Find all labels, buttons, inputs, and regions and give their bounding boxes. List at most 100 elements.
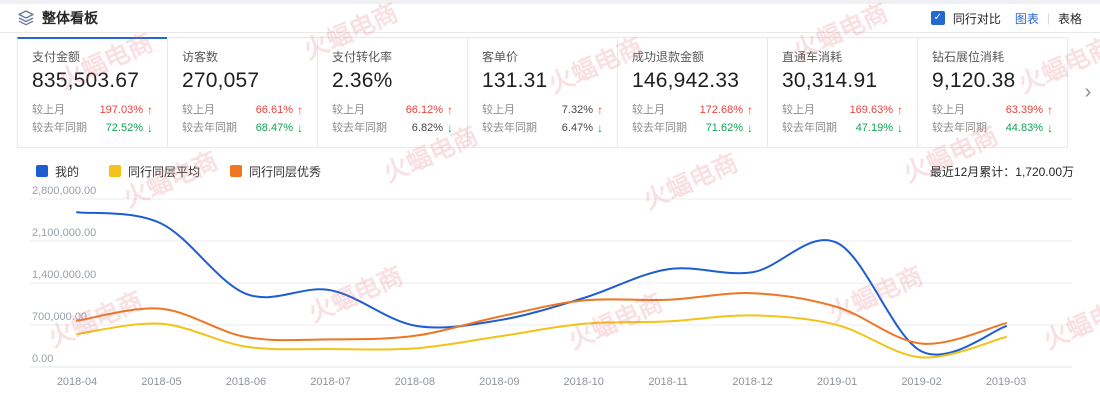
legend-marker-peer-excellent: [230, 165, 243, 177]
svg-text:2018-08: 2018-08: [395, 376, 435, 388]
metric-card-visitors[interactable]: 访客数 270,057 较上月 66.61% ↑ 较去年同期 68.47% ↓: [167, 37, 318, 148]
view-toggle-chart[interactable]: 图表: [1014, 11, 1039, 26]
yoy-label: 较去年同期: [782, 122, 837, 134]
yoy-value: 68.47%: [255, 122, 293, 134]
svg-text:2018-04: 2018-04: [57, 376, 97, 388]
svg-text:2018-12: 2018-12: [732, 376, 772, 388]
yoy-label: 较去年同期: [332, 122, 387, 134]
svg-text:2,100,000.00: 2,100,000.00: [32, 227, 96, 239]
up-arrow-icon: ↑: [897, 103, 903, 117]
yoy-value: 6.47%: [561, 122, 593, 134]
yoy-value: 71.62%: [705, 122, 743, 134]
header-controls: ✓ 同行对比 图表 | 表格: [930, 10, 1082, 27]
metric-value: 9,120.38: [932, 69, 1016, 92]
up-arrow-icon: ↑: [1047, 103, 1053, 117]
yoy-label: 较去年同期: [932, 122, 987, 134]
twelve-month-total: 最近12月累计：1,720.00万: [930, 163, 1074, 180]
down-arrow-icon: ↓: [897, 121, 903, 135]
metric-title: 访客数: [182, 50, 219, 64]
metric-card-avg-order-value[interactable]: 客单价 131.31 较上月 7.32% ↑ 较去年同期 6.47% ↓: [467, 37, 618, 148]
chart-legend: 我的 同行同层平均 同行同层优秀: [36, 163, 321, 180]
dashboard-header: 整体看板 ✓ 同行对比 图表 | 表格: [0, 4, 1100, 33]
up-arrow-icon: ↑: [297, 103, 303, 117]
yoy-value: 72.52%: [105, 122, 143, 134]
svg-text:2018-07: 2018-07: [310, 376, 350, 388]
svg-text:1,400,000.00: 1,400,000.00: [32, 269, 96, 281]
yoy-label: 较去年同期: [32, 122, 87, 134]
twelve-month-total-value: 1,720.00万: [1015, 164, 1074, 179]
metric-card-ztc-spend[interactable]: 直通车消耗 30,314.91 较上月 169.63% ↑ 较去年同期 47.1…: [767, 37, 918, 148]
metric-title: 客单价: [482, 50, 519, 64]
down-arrow-icon: ↓: [597, 121, 603, 135]
legend-item-peer-excellent[interactable]: 同行同层优秀: [230, 163, 321, 180]
metric-title: 直通车消耗: [782, 50, 843, 64]
svg-text:2018-09: 2018-09: [479, 376, 519, 388]
down-arrow-icon: ↓: [1047, 121, 1053, 135]
trend-line-chart: 0.00 700,000.00 1,400,000.00 2,100,000.00 2,…: [30, 185, 1072, 388]
mom-label: 较上月: [632, 104, 665, 116]
svg-text:700,000.00: 700,000.00: [32, 311, 87, 323]
peer-compare-checkbox[interactable]: ✓: [930, 11, 945, 25]
chevron-right-icon[interactable]: ›: [1080, 80, 1096, 104]
mom-label: 较上月: [332, 104, 365, 116]
mom-value: 197.03%: [99, 104, 143, 116]
metric-title: 成功退款金额: [632, 50, 705, 64]
metric-card-pay-amount[interactable]: 支付金额 835,503.67 较上月 197.03% ↑ 较去年同期 72.5…: [17, 37, 168, 148]
metric-value: 30,314.91: [782, 69, 878, 92]
up-arrow-icon: ↑: [447, 103, 453, 117]
peer-compare-label[interactable]: 同行对比: [952, 11, 1001, 26]
down-arrow-icon: ↓: [297, 121, 303, 135]
yoy-label: 较去年同期: [182, 122, 237, 134]
chart-header: 我的 同行同层平均 同行同层优秀 最近12月累计：1,720.00万: [36, 162, 1074, 180]
mom-value: 169.63%: [849, 104, 893, 116]
layers-icon: [18, 10, 34, 26]
yoy-label: 较去年同期: [632, 122, 687, 134]
svg-text:2019-03: 2019-03: [986, 376, 1026, 388]
mom-value: 63.39%: [1005, 104, 1043, 116]
svg-text:2,800,000.00: 2,800,000.00: [32, 185, 96, 197]
yoy-value: 6.82%: [411, 122, 443, 134]
up-arrow-icon: ↑: [747, 103, 753, 117]
view-toggle-table[interactable]: 表格: [1057, 11, 1082, 26]
legend-marker-mine: [36, 165, 48, 177]
metric-card-conversion-rate[interactable]: 支付转化率 2.36% 较上月 66.12% ↑ 较去年同期 6.82% ↓: [317, 37, 468, 148]
metric-title: 钻石展位消耗: [932, 50, 1005, 64]
down-arrow-icon: ↓: [447, 121, 453, 135]
mom-label: 较上月: [782, 104, 815, 116]
mom-value: 172.68%: [699, 104, 743, 116]
down-arrow-icon: ↓: [747, 121, 753, 135]
metric-value: 2.36%: [332, 69, 393, 92]
svg-text:2019-01: 2019-01: [817, 376, 857, 388]
legend-item-mine[interactable]: 我的: [36, 163, 79, 180]
page-top-edge: [0, 0, 1100, 4]
header-left: 整体看板: [18, 8, 98, 28]
svg-text:2018-06: 2018-06: [226, 376, 266, 388]
mom-label: 较上月: [482, 104, 515, 116]
page-title: 整体看板: [42, 10, 98, 26]
mom-label: 较上月: [182, 104, 215, 116]
metric-value: 131.31: [482, 69, 548, 92]
svg-text:2018-11: 2018-11: [648, 376, 688, 388]
metric-card-diamond-spend[interactable]: 钻石展位消耗 9,120.38 较上月 63.39% ↑ 较去年同期 44.83…: [917, 37, 1068, 148]
metric-value: 146,942.33: [632, 69, 740, 92]
up-arrow-icon: ↑: [597, 103, 603, 117]
twelve-month-total-label: 最近12月累计：: [929, 164, 1016, 179]
svg-text:2018-10: 2018-10: [564, 376, 604, 388]
legend-item-peer-average[interactable]: 同行同层平均: [109, 163, 200, 180]
metric-cards-strip: 支付金额 835,503.67 较上月 197.03% ↑ 较去年同期 72.5…: [17, 37, 1068, 148]
up-arrow-icon: ↑: [147, 103, 153, 117]
view-toggle-divider: |: [1046, 11, 1050, 25]
metric-card-refund-amount[interactable]: 成功退款金额 146,942.33 较上月 172.68% ↑ 较去年同期 71…: [617, 37, 768, 148]
mom-value: 66.61%: [255, 104, 293, 116]
legend-label: 同行同层优秀: [249, 164, 322, 179]
metric-title: 支付金额: [32, 50, 81, 64]
svg-text:0.00: 0.00: [32, 353, 53, 365]
yoy-value: 44.83%: [1005, 122, 1043, 134]
svg-text:2018-05: 2018-05: [141, 376, 181, 388]
legend-label: 同行同层平均: [128, 164, 201, 179]
mom-label: 较上月: [32, 104, 65, 116]
yoy-value: 47.19%: [855, 122, 893, 134]
metric-value: 270,057: [182, 69, 260, 92]
mom-value: 66.12%: [405, 104, 443, 116]
